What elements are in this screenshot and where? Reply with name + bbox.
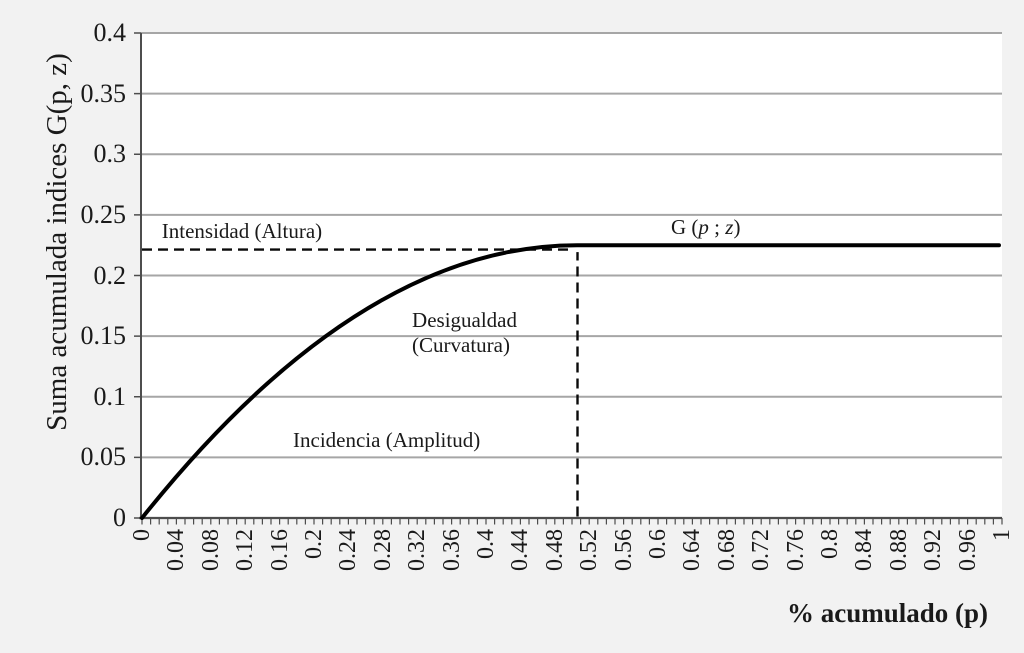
x-axis-title: % acumulado (p) xyxy=(787,598,989,628)
y-axis-title: Suma acumulada indices G(p, z) xyxy=(41,53,73,431)
tip-curve xyxy=(140,243,1001,520)
